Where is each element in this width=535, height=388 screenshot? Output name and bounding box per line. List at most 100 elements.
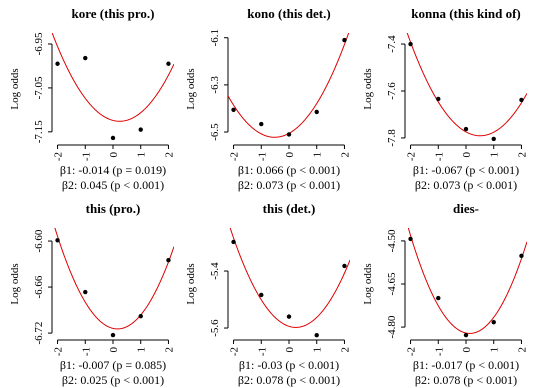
x-tick-label: -1 [80, 347, 92, 356]
y-axis-label: Log odds [362, 68, 374, 109]
panel-title: this (pro.) [86, 201, 141, 216]
x-tick-label: 2 [339, 152, 351, 158]
x-tick-label: 0 [461, 152, 473, 158]
x-tick-label: 0 [284, 347, 296, 353]
x-tick-label: -1 [256, 152, 268, 161]
data-point [138, 314, 143, 319]
data-point [314, 109, 319, 115]
panel-title: dies- [453, 201, 479, 216]
y-tick-label: -4.50 [386, 229, 398, 252]
y-tick-label: -6.5 [209, 123, 221, 141]
panel-title: konna (this kind of) [411, 6, 520, 21]
fit-curve [407, 228, 527, 334]
annotation: β2: 0.073 (p < 0.001) [415, 178, 517, 192]
x-tick-label: -2 [406, 152, 418, 161]
data-point [138, 127, 143, 132]
y-tick-label: -4.80 [386, 315, 398, 338]
fit-curve [52, 33, 174, 122]
data-point [436, 96, 441, 102]
data-point [231, 239, 236, 245]
x-tick-label: 2 [163, 152, 175, 158]
data-point [314, 332, 319, 338]
x-tick-label: 2 [163, 347, 175, 353]
y-axis-label: Log odds [9, 68, 21, 109]
data-point [259, 121, 264, 127]
data-point [436, 295, 441, 301]
y-tick-label: -7.05 [33, 76, 45, 99]
data-point [342, 37, 347, 43]
data-point [110, 135, 116, 141]
annotation: β1: -0.067 (p < 0.001) [413, 163, 519, 177]
data-point [83, 55, 88, 61]
panel: konna (this kind of) Log odds -7.4 -7.6 -7.8… [362, 6, 528, 192]
y-tick-label: -7.6 [386, 82, 398, 100]
fit-curve [228, 33, 350, 138]
panel: this (det.) Log odds -5.4 -5.6 -2 -1 0 1 2β1: -0… [185, 201, 351, 387]
data-point [83, 289, 88, 295]
y-tick-label: -4.65 [386, 272, 398, 295]
fit-curve [406, 33, 527, 137]
data-point [231, 107, 236, 113]
data-point [408, 236, 413, 242]
y-tick-label: -6.3 [209, 76, 221, 94]
y-axis-label: Log odds [9, 263, 21, 304]
y-tick-label: -6.95 [33, 32, 45, 55]
x-tick-label: 1 [312, 152, 324, 158]
annotation: β2: 0.073 (p < 0.001) [238, 178, 340, 192]
y-tick-label: -6.1 [209, 29, 221, 46]
y-tick-label: -7.15 [33, 120, 45, 143]
x-tick-label: 0 [108, 152, 120, 158]
x-tick-label: -2 [53, 152, 65, 161]
fit-curve [229, 228, 350, 328]
data-point [55, 61, 60, 66]
annotation: β1: 0.066 (p < 0.001) [238, 163, 340, 177]
x-tick-label: 2 [516, 152, 528, 158]
y-tick-label: -6.66 [33, 275, 45, 298]
panel: kore (this pro.)Log odds-6.95-7.05-7.15-… [9, 6, 175, 192]
data-point [286, 132, 292, 137]
data-point [286, 314, 292, 319]
annotation: β1: -0.017 (p < 0.001) [413, 358, 519, 372]
x-tick-label: -1 [433, 152, 445, 161]
x-tick-label: -2 [53, 347, 65, 356]
annotation: β2: 0.045 (p < 0.001) [62, 178, 164, 192]
data-point [166, 258, 171, 263]
x-tick-label: 1 [489, 347, 501, 353]
x-tick-label: 0 [461, 347, 473, 353]
annotation: β2: 0.078 (p < 0.001) [415, 373, 517, 387]
data-point [491, 136, 496, 142]
x-tick-label: -1 [433, 347, 445, 356]
y-axis-label: Log odds [185, 263, 197, 304]
panel-title: this (det.) [263, 201, 316, 216]
x-tick-label: -1 [80, 152, 92, 161]
x-tick-label: -2 [229, 347, 241, 356]
data-point [519, 97, 524, 103]
y-tick-label: -7.4 [386, 35, 398, 53]
data-point [408, 41, 413, 47]
data-point [463, 332, 469, 338]
panel-title: kore (this pro.) [72, 6, 155, 21]
x-tick-label: 1 [489, 152, 501, 158]
data-point [259, 292, 264, 298]
data-point [463, 126, 469, 132]
y-tick-label: -6.60 [33, 229, 45, 252]
annotation: β1: -0.014 (p = 0.019) [60, 163, 166, 177]
annotation: β1: -0.03 (p < 0.001) [239, 358, 339, 372]
x-tick-label: 1 [136, 152, 148, 158]
x-tick-label: 2 [516, 347, 528, 353]
data-point [55, 238, 60, 243]
data-point [110, 332, 116, 338]
x-tick-label: 0 [108, 347, 120, 353]
x-tick-label: 1 [136, 347, 148, 353]
panel: kono (this det.) Log odds -6.1 -6.3 -6.5 -2 -1… [185, 6, 351, 192]
y-tick-label: -5.4 [209, 262, 221, 280]
annotation: β2: 0.025 (p < 0.001) [62, 373, 164, 387]
data-point [491, 319, 496, 325]
y-tick-label: -6.72 [33, 322, 45, 345]
data-point [166, 61, 171, 66]
x-tick-label: -1 [256, 347, 268, 356]
panel-title: kono (this det.) [247, 6, 330, 21]
x-tick-label: -2 [229, 152, 241, 161]
fit-curve [54, 228, 174, 330]
